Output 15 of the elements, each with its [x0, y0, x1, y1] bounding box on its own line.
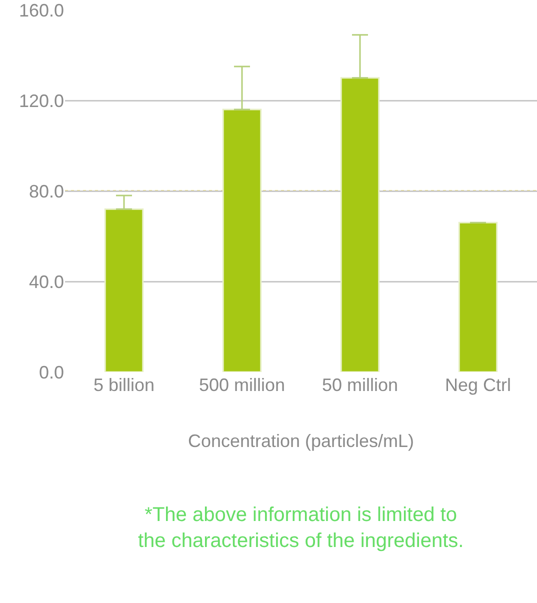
bar	[222, 108, 262, 372]
y-tick-label: 40.0	[28, 272, 64, 292]
x-tick-label: 5 billion	[93, 375, 155, 395]
x-tick-label: 50 million	[322, 375, 398, 395]
y-tick-label: 0.0	[38, 362, 64, 382]
text: *The above information is limited to the characteristics of the ingredients.	[138, 504, 464, 552]
y-tick-label: 80.0	[28, 181, 64, 202]
y-tick-label: 120.0	[18, 90, 64, 111]
bar	[458, 222, 498, 372]
x-tick-label: Neg Ctrl	[444, 375, 512, 395]
x-axis-title: Concentration (particles/mL)	[188, 431, 414, 452]
x-tick-label: 500 million	[198, 375, 286, 395]
y-tick-label: 160.0	[18, 0, 64, 20]
bar	[340, 77, 380, 372]
bar	[104, 208, 144, 372]
